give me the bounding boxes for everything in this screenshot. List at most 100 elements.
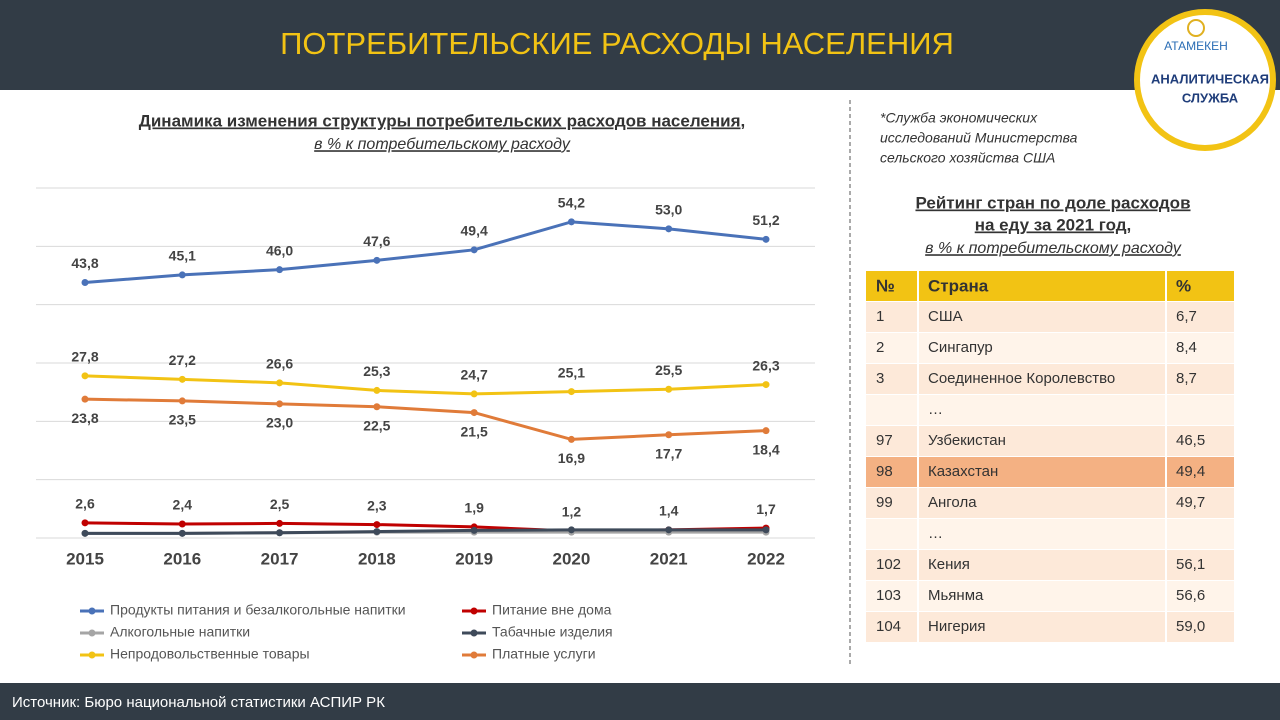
legend-swatch [470,651,478,659]
series-line [84,397,767,441]
logo-circle [1134,9,1276,151]
legend-label: Платные услуги [492,646,596,662]
table-cell: Узбекистан [928,432,1006,449]
data-point [567,526,575,534]
table-cell: 56,1 [1176,556,1205,573]
data-label: 25,5 [655,362,682,378]
table-row [866,519,1234,549]
data-point [665,385,673,393]
table-cell: 1 [876,308,884,325]
table-cell: Сингапур [928,339,993,356]
data-label: 49,4 [461,223,488,239]
x-tick-label: 2017 [261,549,299,568]
legend-label: Табачные изделия [492,624,613,640]
legend-swatch [88,651,96,659]
data-label: 2,5 [270,496,290,512]
chart-subtitle: в % к потребительскому расходу [314,136,571,153]
table-cell: Кения [928,556,970,573]
table-cell: США [928,308,963,325]
data-point [373,256,381,264]
data-point [567,218,575,226]
table-subtitle: в % к потребительскому расходу [925,240,1182,257]
data-label: 46,0 [266,242,293,258]
table-cell: 103 [876,587,901,604]
data-label: 27,2 [169,352,196,368]
table-row [866,581,1234,611]
data-label: 53,0 [655,202,682,218]
table-cell: Нигерия [928,618,986,635]
table-cell: 59,0 [1176,618,1205,635]
legend-swatch [470,607,478,615]
data-label: 18,4 [752,441,779,457]
table-cell: 98 [876,463,893,480]
table-cell: 8,7 [1176,370,1197,387]
data-point [178,397,186,405]
table-cell: Казахстан [928,463,998,480]
data-point [81,529,89,537]
x-tick-label: 2019 [455,549,493,568]
data-label: 21,5 [461,423,488,439]
x-tick-label: 2018 [358,549,396,568]
data-label: 54,2 [558,195,585,211]
legend-swatch [470,629,478,637]
data-point [762,381,770,389]
data-point [81,395,89,403]
x-tick-label: 2015 [66,549,104,568]
data-point [373,386,381,394]
table-title: на еду за 2021 год, [975,215,1132,234]
column-header: % [1176,276,1191,295]
data-point [665,526,673,534]
table-cell: Ангола [928,494,977,511]
logo-icon [1187,19,1205,37]
data-label: 2,6 [75,496,95,512]
table-cell: 49,7 [1176,494,1205,511]
data-point [81,519,89,527]
table-row [866,612,1234,642]
data-label: 25,3 [363,363,390,379]
table-cell: … [928,525,943,542]
column-header: Страна [928,276,989,295]
table-cell: 2 [876,339,884,356]
data-label: 1,7 [756,501,776,517]
data-label: 1,4 [659,503,679,519]
data-point [178,529,186,537]
data-point [762,235,770,243]
x-tick-label: 2020 [553,549,591,568]
table-row [866,364,1234,394]
series-line [84,374,767,396]
x-tick-label: 2022 [747,549,785,568]
data-point [470,409,478,417]
legend-label: Непродовольственные товары [110,646,310,662]
chart-title: Динамика изменения структуры потребитель… [139,111,745,130]
data-label: 24,7 [461,367,488,383]
data-point [665,225,673,233]
data-label: 25,1 [558,364,585,380]
table-cell: 104 [876,618,901,635]
data-point [373,403,381,411]
table-header [866,271,1234,301]
data-label: 47,6 [363,233,390,249]
logo-line: АНАЛИТИЧЕСКАЯ [1151,71,1269,86]
table-row [866,550,1234,580]
legend-label: Алкогольные напитки [110,624,250,640]
note: сельского хозяйства США [880,150,1055,166]
data-point [762,427,770,435]
logo-brand: АТАМЕКЕН [1164,39,1228,53]
data-point [665,431,673,439]
legend-swatch [88,629,96,637]
data-label: 1,2 [562,504,582,520]
page-title: ПОТРЕБИТЕЛЬСКИЕ РАСХОДЫ НАСЕЛЕНИЯ [280,26,954,61]
data-point [276,266,284,274]
column-header: № [876,276,895,295]
data-label: 16,9 [558,450,585,466]
data-point [81,372,89,380]
data-label: 51,2 [752,212,779,228]
legend-swatch [88,607,96,615]
x-tick-label: 2021 [650,549,688,568]
data-point [470,390,478,398]
note: исследований Министерства [880,130,1078,146]
table-row [866,488,1234,518]
table-cell: Соединенное Королевство [928,370,1115,387]
data-point [762,526,770,534]
data-point [567,435,575,443]
